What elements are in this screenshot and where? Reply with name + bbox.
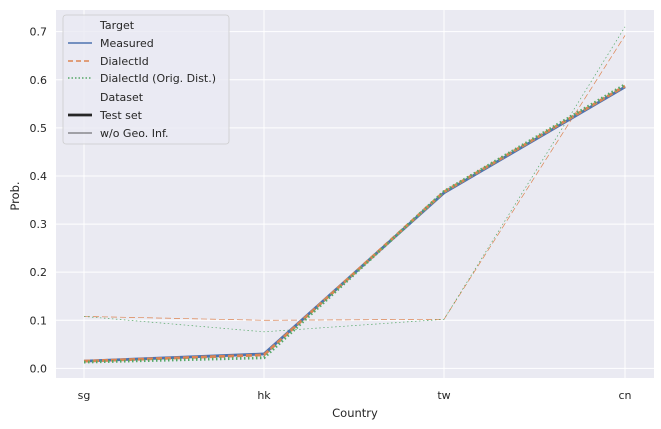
- legend-title-dataset: Dataset: [100, 91, 144, 104]
- legend-title-target: Target: [99, 19, 135, 32]
- y-tick-label: 0.3: [30, 218, 48, 231]
- y-tick-label: 0.7: [30, 26, 48, 39]
- x-axis-title: Country: [332, 406, 378, 420]
- y-tick-label: 0.0: [30, 362, 48, 375]
- series-layer: [83, 26, 626, 364]
- legend-label-dialectid: DialectId: [100, 55, 149, 68]
- x-tick-label: cn: [618, 389, 631, 402]
- legend-label-wo-geo: w/o Geo. Inf.: [100, 127, 169, 140]
- ticks: 0.0 0.1 0.2 0.3 0.4 0.5 0.6 0.7 sg hk tw cn: [30, 26, 632, 402]
- legend: Target Measured DialectId DialectId (Ori…: [62, 14, 230, 145]
- legend-label-dialectid-orig: DialectId (Orig. Dist.): [100, 72, 216, 85]
- legend-label-test-set: Test set: [99, 109, 143, 122]
- x-tick-label: sg: [78, 389, 91, 402]
- legend-box: [62, 14, 230, 145]
- y-tick-label: 0.1: [30, 314, 48, 327]
- y-tick-label: 0.2: [30, 266, 48, 279]
- series-line-dialectid-test-set: [83, 84, 626, 363]
- y-axis-title: Prob.: [8, 181, 22, 210]
- y-tick-label: 0.5: [30, 122, 48, 135]
- y-tick-label: 0.4: [30, 170, 48, 183]
- x-tick-label: tw: [437, 389, 450, 402]
- legend-label-measured: Measured: [100, 37, 154, 50]
- series-line-dialectid-w-o-geo-inf-: [83, 35, 626, 321]
- series-line-dialectid-orig-dist--w-o-geo-inf-: [83, 26, 626, 333]
- y-tick-label: 0.6: [30, 74, 48, 87]
- x-tick-label: hk: [257, 389, 271, 402]
